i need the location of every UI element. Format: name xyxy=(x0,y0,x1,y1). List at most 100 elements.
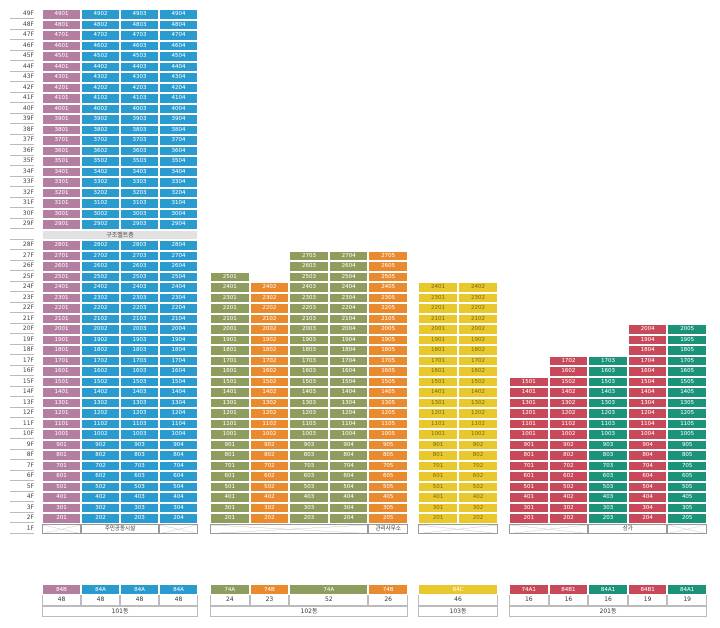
unit-cell[interactable]: 1305 xyxy=(667,397,707,408)
unit-cell[interactable]: 2101 xyxy=(210,313,250,324)
unit-cell[interactable]: 1902 xyxy=(458,334,498,345)
unit-cell[interactable]: 1101 xyxy=(42,418,81,429)
unit-cell[interactable]: 1105 xyxy=(667,418,707,429)
unit-cell[interactable]: 4002 xyxy=(81,103,120,114)
unit-cell[interactable]: 902 xyxy=(548,439,589,450)
unit-cell[interactable]: 1802 xyxy=(81,345,120,356)
unit-cell[interactable]: 1703 xyxy=(289,355,329,366)
unit-cell[interactable]: 2401 xyxy=(210,282,250,293)
unit-cell[interactable]: 1403 xyxy=(120,387,159,398)
unit-cell[interactable]: 202 xyxy=(548,513,589,524)
unit-cell[interactable]: 401 xyxy=(42,492,81,503)
unit-cell[interactable]: 1701 xyxy=(42,355,81,366)
unit-cell[interactable]: 1803 xyxy=(289,345,329,356)
unit-cell[interactable]: 503 xyxy=(289,481,329,492)
unit-cell[interactable]: 4402 xyxy=(81,61,120,72)
unit-cell[interactable]: 502 xyxy=(458,481,498,492)
unit-cell[interactable]: 1605 xyxy=(667,366,707,377)
unit-cell[interactable]: 2501 xyxy=(42,271,81,282)
unit-cell[interactable]: 203 xyxy=(289,513,329,524)
unit-cell[interactable]: 801 xyxy=(509,450,549,461)
unit-cell[interactable]: 803 xyxy=(588,450,628,461)
unit-cell[interactable]: 2203 xyxy=(289,303,329,314)
unit-cell[interactable]: 1101 xyxy=(509,418,549,429)
unit-cell[interactable]: 2104 xyxy=(328,313,369,324)
unit-cell[interactable]: 2602 xyxy=(81,261,120,272)
unit-cell[interactable]: 1703 xyxy=(120,355,159,366)
unit-cell[interactable]: 2202 xyxy=(81,303,120,314)
unit-cell[interactable]: 903 xyxy=(289,439,329,450)
unit-cell[interactable]: 404 xyxy=(159,492,198,503)
unit-cell[interactable]: 3202 xyxy=(81,187,120,198)
unit-cell[interactable]: 804 xyxy=(627,450,668,461)
unit-cell[interactable]: 1504 xyxy=(627,376,668,387)
unit-cell[interactable]: 3504 xyxy=(159,156,198,167)
unit-cell[interactable]: 2503 xyxy=(289,271,329,282)
unit-cell[interactable]: 4601 xyxy=(42,40,81,51)
unit-cell[interactable]: 1302 xyxy=(548,397,589,408)
unit-cell[interactable]: 4604 xyxy=(159,40,198,51)
unit-cell[interactable]: 904 xyxy=(159,439,198,450)
unit-cell[interactable]: 804 xyxy=(328,450,369,461)
unit-cell[interactable]: 305 xyxy=(368,502,408,513)
unit-cell[interactable]: 2103 xyxy=(289,313,329,324)
unit-cell[interactable]: 1405 xyxy=(368,387,408,398)
unit-cell[interactable]: 1502 xyxy=(249,376,290,387)
unit-cell[interactable]: 2004 xyxy=(328,324,369,335)
unit-cell[interactable]: 2304 xyxy=(159,292,198,303)
unit-cell[interactable]: 202 xyxy=(249,513,290,524)
unit-cell[interactable]: 1904 xyxy=(328,334,369,345)
unit-cell[interactable]: 603 xyxy=(588,471,628,482)
unit-cell[interactable]: 4801 xyxy=(42,19,81,30)
unit-cell[interactable]: 405 xyxy=(667,492,707,503)
unit-cell[interactable]: 2002 xyxy=(249,324,290,335)
unit-cell[interactable]: 1902 xyxy=(81,334,120,345)
unit-cell[interactable]: 2505 xyxy=(368,271,408,282)
unit-cell[interactable]: 1303 xyxy=(588,397,628,408)
unit-cell[interactable]: 2001 xyxy=(418,324,458,335)
unit-cell[interactable]: 903 xyxy=(588,439,628,450)
unit-cell[interactable]: 4701 xyxy=(42,30,81,41)
unit-cell[interactable]: 1103 xyxy=(289,418,329,429)
unit-cell[interactable]: 705 xyxy=(368,460,408,471)
unit-cell[interactable]: 701 xyxy=(210,460,250,471)
unit-cell[interactable]: 4201 xyxy=(42,82,81,93)
unit-cell[interactable]: 1401 xyxy=(509,387,549,398)
unit-cell[interactable]: 1005 xyxy=(667,429,707,440)
unit-cell[interactable]: 4304 xyxy=(159,72,198,83)
unit-cell[interactable]: 2703 xyxy=(120,250,159,261)
unit-cell[interactable]: 203 xyxy=(120,513,159,524)
unit-cell[interactable]: 1401 xyxy=(42,387,81,398)
unit-cell[interactable]: 2302 xyxy=(81,292,120,303)
unit-cell[interactable]: 2003 xyxy=(120,324,159,335)
unit-cell[interactable]: 304 xyxy=(328,502,369,513)
unit-cell[interactable]: 1602 xyxy=(81,366,120,377)
unit-cell[interactable]: 2204 xyxy=(159,303,198,314)
unit-cell[interactable]: 3302 xyxy=(81,177,120,188)
unit-cell[interactable]: 1104 xyxy=(328,418,369,429)
unit-cell[interactable]: 3001 xyxy=(42,208,81,219)
unit-cell[interactable]: 2704 xyxy=(159,250,198,261)
unit-cell[interactable]: 1304 xyxy=(328,397,369,408)
unit-cell[interactable]: 3002 xyxy=(81,208,120,219)
unit-cell[interactable]: 1702 xyxy=(249,355,290,366)
unit-cell[interactable]: 3502 xyxy=(81,156,120,167)
unit-cell[interactable]: 1805 xyxy=(368,345,408,356)
unit-cell[interactable]: 901 xyxy=(509,439,549,450)
unit-cell[interactable]: 1102 xyxy=(81,418,120,429)
unit-cell[interactable]: 4103 xyxy=(120,93,159,104)
unit-cell[interactable]: 204 xyxy=(328,513,369,524)
unit-cell[interactable]: 1202 xyxy=(249,408,290,419)
unit-cell[interactable]: 4902 xyxy=(81,9,120,20)
unit-cell[interactable]: 401 xyxy=(210,492,250,503)
unit-cell[interactable]: 2404 xyxy=(328,282,369,293)
unit-cell[interactable]: 1001 xyxy=(509,429,549,440)
unit-cell[interactable]: 2305 xyxy=(368,292,408,303)
unit-cell[interactable]: 2005 xyxy=(368,324,408,335)
unit-cell[interactable]: 403 xyxy=(289,492,329,503)
unit-cell[interactable]: 305 xyxy=(667,502,707,513)
unit-cell[interactable]: 1201 xyxy=(210,408,250,419)
unit-cell[interactable]: 702 xyxy=(548,460,589,471)
unit-cell[interactable]: 2703 xyxy=(289,250,329,261)
unit-cell[interactable]: 1504 xyxy=(159,376,198,387)
